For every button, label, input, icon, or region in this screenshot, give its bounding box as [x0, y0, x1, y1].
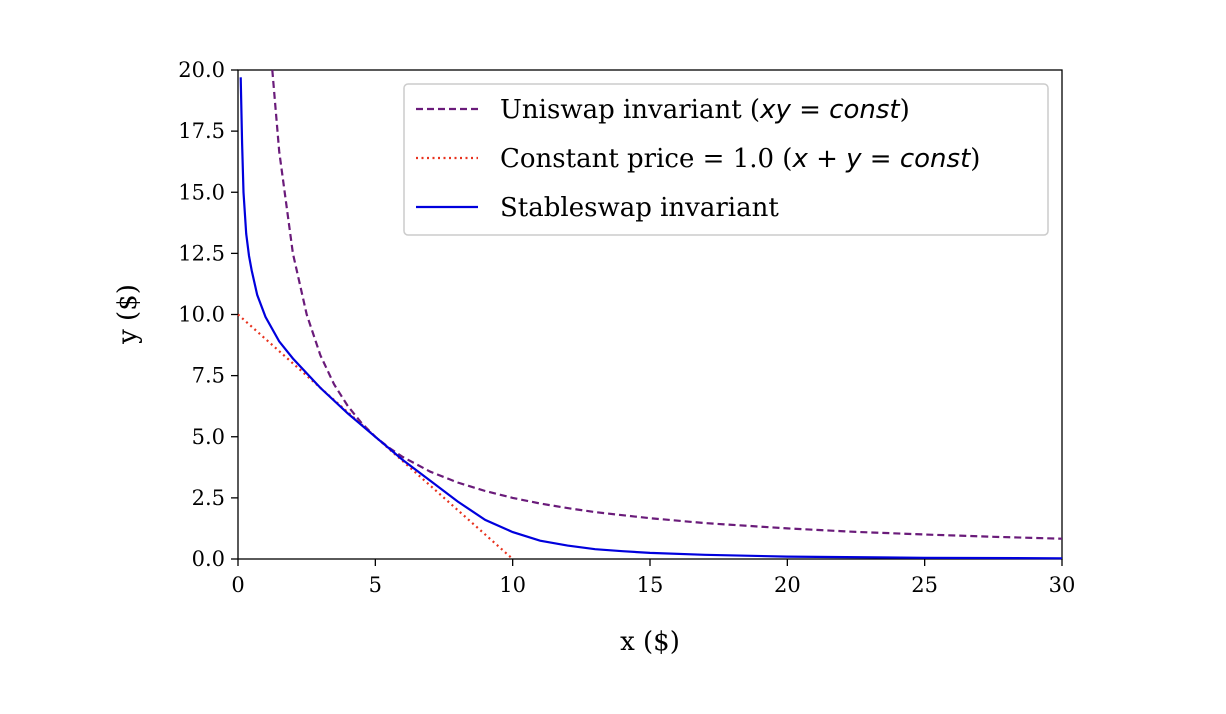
y-tick-label: 10.0: [178, 303, 225, 327]
y-tick-label: 20.0: [178, 58, 225, 82]
y-tick-label: 7.5: [192, 364, 225, 388]
y-tick-label: 5.0: [192, 425, 225, 449]
y-tick-label: 2.5: [192, 486, 225, 510]
legend-frame: [403, 83, 1049, 236]
legend-label-uniswap: Uniswap invariant (xy = const): [500, 95, 910, 125]
x-tick-label: 5: [369, 573, 382, 597]
legend-label-constant-price: Constant price = 1.0 (x + y = const): [500, 144, 980, 174]
x-tick-label: 10: [499, 573, 526, 597]
x-axis-label: x ($): [620, 627, 680, 657]
y-tick-label: 0.0: [192, 547, 225, 571]
y-tick-label: 12.5: [178, 241, 225, 265]
y-tick-label: 17.5: [178, 119, 225, 143]
x-tick-label: 15: [637, 573, 664, 597]
legend-label-stableswap: Stableswap invariant: [500, 193, 779, 223]
x-tick-label: 20: [774, 573, 801, 597]
series-line-2: [239, 77, 1063, 560]
legend: Uniswap invariant (xy = const) Constant …: [403, 83, 1049, 236]
y-ticks: 0.0 2.5 5.0 7.5 10.0 12.5 15.0 17.5 20.0: [178, 58, 238, 571]
x-tick-label: 30: [1049, 573, 1076, 597]
series-line-1: [237, 313, 514, 560]
y-axis-label: y ($): [113, 284, 143, 345]
x-tick-label: 25: [911, 573, 938, 597]
y-tick-label: 15.0: [178, 180, 225, 204]
series-line-0: [271, 69, 1063, 540]
series-layer: [237, 69, 1063, 560]
x-tick-label: 0: [231, 573, 244, 597]
x-ticks: 0 5 10 15 20 25 30: [231, 559, 1075, 597]
